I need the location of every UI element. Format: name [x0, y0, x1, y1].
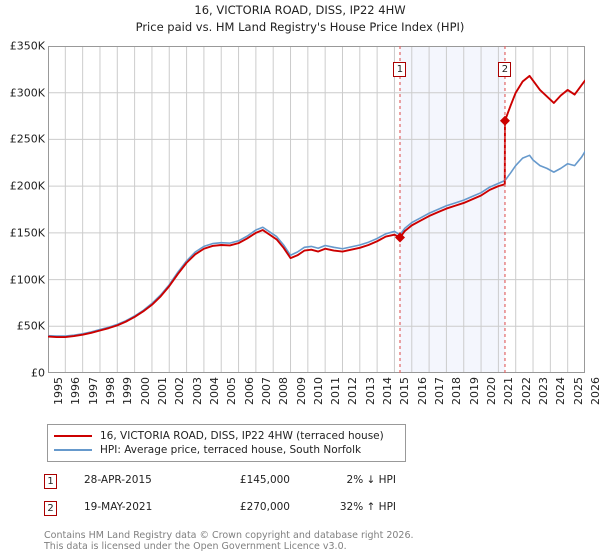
x-tick-label: 2008 — [277, 377, 291, 405]
table-row[interactable]: 2 19-MAY-2021 £270,000 32% ↑ HPI — [44, 499, 464, 526]
chart-marker-2[interactable]: 2 — [498, 62, 512, 77]
x-tick-label: 2013 — [363, 377, 377, 405]
x-tick-label: 2023 — [537, 377, 551, 405]
title-line-1: 16, VICTORIA ROAD, DISS, IP22 4HW — [194, 3, 406, 17]
row-hpi-delta-2: 32% ↑ HPI — [339, 501, 396, 513]
x-tick-label: 2018 — [450, 377, 464, 405]
x-tick-label: 2022 — [519, 377, 533, 405]
x-tick-label: 2005 — [225, 377, 239, 405]
title-line-2: Price paid vs. HM Land Registry's House … — [135, 20, 465, 34]
x-tick-label: 2014 — [381, 377, 395, 405]
transaction-table: 1 28-APR-2015 £145,000 2% ↓ HPI 2 19-MAY… — [44, 472, 464, 526]
row-hpi-delta-1: 2% ↓ HPI — [346, 474, 396, 486]
x-tick-label: 2004 — [207, 377, 221, 405]
x-tick-label: 2010 — [311, 377, 325, 405]
footer-line-1: Contains HM Land Registry data © Crown c… — [44, 530, 414, 541]
x-tick-label: 2026 — [589, 377, 600, 405]
x-tick-label: 2017 — [433, 377, 447, 405]
x-tick-label: 2011 — [329, 377, 343, 405]
legend-label-hpi: HPI: Average price, terraced house, Sout… — [100, 444, 362, 456]
chart-legend: 16, VICTORIA ROAD, DISS, IP22 4HW (terra… — [47, 424, 406, 462]
series-line-property — [48, 74, 585, 338]
price-history-chart — [48, 46, 585, 373]
y-tick-label: £200K — [9, 179, 45, 193]
x-tick-label: 2009 — [294, 377, 308, 405]
y-tick-label: £300K — [9, 86, 45, 100]
footer-line-2: This data is licensed under the Open Gov… — [44, 541, 347, 552]
x-tick-label: 2001 — [155, 377, 169, 405]
x-tick-label: 2019 — [467, 377, 481, 405]
x-tick-label: 1995 — [52, 377, 65, 405]
x-tick-label: 2015 — [398, 377, 412, 405]
x-tick-label: 2012 — [346, 377, 360, 405]
row-badge-2: 2 — [44, 501, 57, 516]
row-badge-1: 1 — [44, 474, 57, 489]
y-tick-label: £0 — [31, 366, 45, 380]
row-price-2: £270,000 — [239, 501, 290, 513]
legend-item-property: 16, VICTORIA ROAD, DISS, IP22 4HW (terra… — [54, 429, 399, 443]
x-tick-label: 2007 — [259, 377, 273, 405]
x-tick-label: 2020 — [485, 377, 499, 405]
plot-area — [48, 46, 585, 373]
sale-point-1 — [394, 232, 405, 243]
x-tick-label: 2021 — [502, 377, 516, 405]
x-tick-label: 2025 — [571, 377, 585, 405]
row-date-1: 28-APR-2015 — [84, 474, 152, 486]
legend-swatch-hpi — [54, 449, 92, 451]
footer-attribution: Contains HM Land Registry data © Crown c… — [44, 530, 584, 552]
highlight-band — [399, 46, 505, 373]
x-tick-label: 1997 — [86, 377, 100, 405]
page-title: 16, VICTORIA ROAD, DISS, IP22 4HW Price … — [0, 2, 600, 36]
row-price-1: £145,000 — [239, 474, 290, 486]
x-axis-ticks: 1995 1996 1997 1998 1999 2000 2001 2002 2003 2004… — [48, 377, 600, 417]
y-tick-label: £150K — [9, 226, 45, 240]
sale-point-2 — [499, 115, 510, 126]
y-tick-label: £100K — [9, 273, 45, 287]
row-date-2: 19-MAY-2021 — [84, 501, 153, 513]
x-tick-label: 2003 — [190, 377, 204, 405]
x-tick-label: 1996 — [69, 377, 83, 405]
legend-swatch-property — [54, 435, 92, 437]
legend-item-hpi: HPI: Average price, terraced house, Sout… — [54, 443, 399, 457]
plot-border — [48, 46, 585, 373]
x-tick-label: 2024 — [554, 377, 568, 405]
y-tick-label: £250K — [9, 132, 45, 146]
y-tick-label: £50K — [16, 319, 45, 333]
y-tick-label: £350K — [9, 39, 45, 53]
chart-marker-1[interactable]: 1 — [393, 62, 407, 77]
x-tick-label: 1998 — [103, 377, 117, 405]
table-row[interactable]: 1 28-APR-2015 £145,000 2% ↓ HPI — [44, 472, 464, 499]
y-axis-ticks: £0 £50K £100K £150K £200K £250K £300K £350K — [0, 40, 48, 380]
x-tick-label: 2016 — [415, 377, 429, 405]
x-tick-label: 2002 — [173, 377, 187, 405]
legend-label-property: 16, VICTORIA ROAD, DISS, IP22 4HW (terra… — [100, 430, 384, 442]
x-tick-label: 2000 — [138, 377, 152, 405]
x-tick-label: 1999 — [121, 377, 135, 405]
x-tick-label: 2006 — [242, 377, 256, 405]
